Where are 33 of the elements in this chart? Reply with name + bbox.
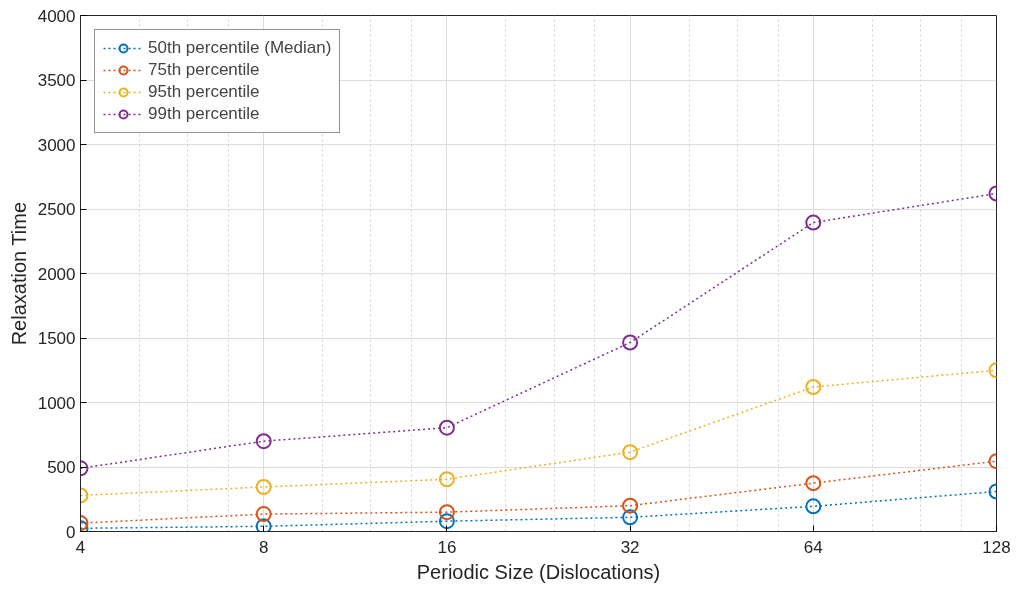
y-tick-label: 3000 (37, 135, 76, 155)
point (255, 433, 272, 450)
point (438, 504, 455, 521)
point (622, 509, 639, 526)
y-tick-label: 3500 (37, 71, 76, 90)
y-tick-label: 1500 (37, 329, 76, 348)
point (438, 419, 455, 436)
x-tick-label: 32 (620, 537, 640, 557)
x-tick-label: 16 (437, 537, 457, 557)
legend-label: 95th percentile (148, 82, 260, 102)
point (622, 334, 639, 351)
y-tick-label: 0 (66, 522, 76, 542)
point (255, 518, 272, 532)
x-axis-title: Periodic Size (Dislocations) (416, 560, 661, 583)
x-tick-label: 8 (258, 537, 269, 557)
legend-label: 75th percentile (148, 60, 260, 80)
y-tick-label: 1000 (37, 393, 76, 413)
point (255, 506, 272, 523)
point (438, 471, 455, 488)
x-tick-label: 4 (75, 537, 86, 557)
y-axis-title: Relaxation Time (7, 201, 30, 346)
point (622, 444, 639, 461)
legend-label: 99th percentile (148, 104, 260, 124)
point (255, 479, 272, 495)
y-tick-label: 500 (47, 458, 76, 477)
y-tick-label: 4000 (37, 6, 76, 26)
point (622, 497, 639, 514)
x-tick-label: 128 (982, 537, 1011, 557)
y-tick-label: 2500 (37, 200, 76, 219)
legend-label: 50th percentile (Median) (148, 38, 332, 58)
point (438, 513, 455, 530)
x-tick-label: 64 (803, 537, 823, 557)
y-tick-label: 2000 (37, 264, 76, 284)
